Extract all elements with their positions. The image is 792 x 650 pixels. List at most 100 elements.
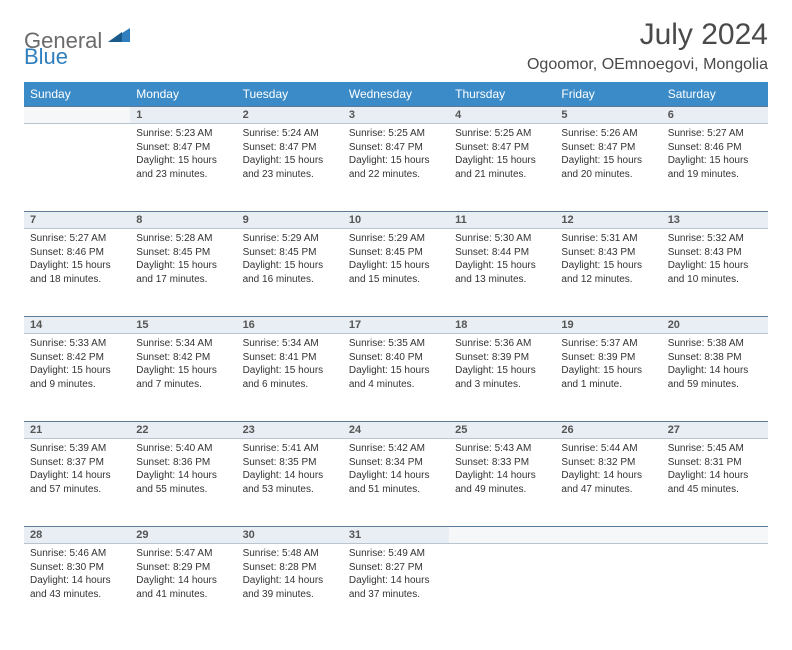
sunset-text: Sunset: 8:28 PM [243,561,337,575]
sunset-text: Sunset: 8:47 PM [455,141,549,155]
day-content-cell: Sunrise: 5:23 AMSunset: 8:47 PMDaylight:… [130,124,236,212]
logo-text-blue: Blue [24,44,68,69]
day-number-cell: 1 [130,107,236,124]
sunrise-text: Sunrise: 5:41 AM [243,442,337,456]
daylight-text: Daylight: 15 hours and 1 minute. [561,364,655,391]
sunrise-text: Sunrise: 5:35 AM [349,337,443,351]
daylight-text: Daylight: 15 hours and 20 minutes. [561,154,655,181]
day-content-cell: Sunrise: 5:34 AMSunset: 8:42 PMDaylight:… [130,334,236,422]
day-number-cell: 20 [662,317,768,334]
day-number-cell: 27 [662,422,768,439]
sunset-text: Sunset: 8:45 PM [136,246,230,260]
day-number-cell: 14 [24,317,130,334]
sunset-text: Sunset: 8:30 PM [30,561,124,575]
weekday-header: Wednesday [343,82,449,107]
sunset-text: Sunset: 8:47 PM [349,141,443,155]
day-content-cell: Sunrise: 5:28 AMSunset: 8:45 PMDaylight:… [130,229,236,317]
day-number-cell: 3 [343,107,449,124]
sunset-text: Sunset: 8:27 PM [349,561,443,575]
day-content-cell: Sunrise: 5:49 AMSunset: 8:27 PMDaylight:… [343,544,449,632]
sunset-text: Sunset: 8:32 PM [561,456,655,470]
daylight-text: Daylight: 14 hours and 57 minutes. [30,469,124,496]
calendar-page: General July 2024 Ogoomor, OEmnoegovi, M… [0,0,792,650]
sunset-text: Sunset: 8:40 PM [349,351,443,365]
day-number-cell: 11 [449,212,555,229]
day-content-cell [555,544,661,632]
sunrise-text: Sunrise: 5:34 AM [136,337,230,351]
day-content-cell: Sunrise: 5:38 AMSunset: 8:38 PMDaylight:… [662,334,768,422]
sunset-text: Sunset: 8:34 PM [349,456,443,470]
sunrise-text: Sunrise: 5:29 AM [243,232,337,246]
day-content-row: Sunrise: 5:46 AMSunset: 8:30 PM Daylight:… [24,544,768,632]
day-number-cell: 30 [237,527,343,544]
sunrise-text: Sunrise: 5:42 AM [349,442,443,456]
sunrise-text: Sunrise: 5:31 AM [561,232,655,246]
day-number-cell [555,527,661,544]
sunrise-text: Sunrise: 5:27 AM [30,232,124,246]
sunrise-text: Sunrise: 5:39 AM [30,442,124,456]
day-content-cell: Sunrise: 5:26 AMSunset: 8:47 PMDaylight:… [555,124,661,212]
day-number-cell: 10 [343,212,449,229]
sunset-text: Sunset: 8:39 PM [561,351,655,365]
day-content-cell: Sunrise: 5:35 AMSunset: 8:40 PMDaylight:… [343,334,449,422]
sunset-text: Sunset: 8:47 PM [136,141,230,155]
daylight-text: Daylight: 14 hours and 47 minutes. [561,469,655,496]
sunrise-text: Sunrise: 5:24 AM [243,127,337,141]
sunrise-text: Sunrise: 5:49 AM [349,547,443,561]
weekday-header: Sunday [24,82,130,107]
sunrise-text: Sunrise: 5:47 AM [136,547,230,561]
day-number-cell: 5 [555,107,661,124]
day-content-cell: Sunrise: 5:34 AMSunset: 8:41 PMDaylight:… [237,334,343,422]
logo-blue-row: Blue [24,44,68,70]
day-number-cell: 6 [662,107,768,124]
day-number-cell: 23 [237,422,343,439]
day-number-cell [24,107,130,124]
daylight-text: Daylight: 15 hours and 19 minutes. [668,154,762,181]
day-content-row: Sunrise: 5:27 AMSunset: 8:46 PM Daylight:… [24,229,768,317]
day-content-cell: Sunrise: 5:37 AMSunset: 8:39 PMDaylight:… [555,334,661,422]
day-content-cell: Sunrise: 5:29 AMSunset: 8:45 PMDaylight:… [237,229,343,317]
title-block: July 2024 Ogoomor, OEmnoegovi, Mongolia [527,18,768,74]
sunset-text: Sunset: 8:38 PM [668,351,762,365]
day-number-cell: 29 [130,527,236,544]
day-number-cell: 7 [24,212,130,229]
sunrise-text: Sunrise: 5:27 AM [668,127,762,141]
day-content-row: Sunrise: 5:39 AMSunset: 8:37 PMDaylight:… [24,439,768,527]
sunrise-text: Sunrise: 5:36 AM [455,337,549,351]
day-number-cell: 12 [555,212,661,229]
daylight-text: Daylight: 15 hours and 7 minutes. [136,364,230,391]
daylight-text: Daylight: 14 hours and 45 minutes. [668,469,762,496]
daylight-text: Daylight: 14 hours and 37 minutes. [349,574,443,601]
sunrise-text: Sunrise: 5:38 AM [668,337,762,351]
daylight-text: Daylight: 14 hours and 55 minutes. [136,469,230,496]
day-content-cell: Sunrise: 5:47 AMSunset: 8:29 PMDaylight:… [130,544,236,632]
day-number-cell: 31 [343,527,449,544]
day-content-cell: Sunrise: 5:25 AMSunset: 8:47 PMDaylight:… [343,124,449,212]
logo-triangle-icon [108,26,130,47]
sunrise-text: Sunrise: 5:29 AM [349,232,443,246]
daylight-text: Daylight: 15 hours and 13 minutes. [455,259,549,286]
sunrise-text: Sunrise: 5:30 AM [455,232,549,246]
daylight-text: Daylight: 15 hours and 12 minutes. [561,259,655,286]
daylight-text: Daylight: 14 hours and 51 minutes. [349,469,443,496]
day-content-cell [449,544,555,632]
day-content-row: Sunrise: 5:23 AMSunset: 8:47 PMDaylight:… [24,124,768,212]
sunset-text: Sunset: 8:46 PM [668,141,762,155]
sunrise-text: Sunrise: 5:45 AM [668,442,762,456]
daylight-text: Daylight: 14 hours and 59 minutes. [668,364,762,391]
day-content-cell: Sunrise: 5:40 AMSunset: 8:36 PMDaylight:… [130,439,236,527]
weekday-header-row: Sunday Monday Tuesday Wednesday Thursday… [24,82,768,107]
sunset-text: Sunset: 8:29 PM [136,561,230,575]
sunset-text: Sunset: 8:37 PM [30,456,124,470]
day-number-cell: 19 [555,317,661,334]
sunrise-text: Sunrise: 5:46 AM [30,547,124,561]
header: General July 2024 Ogoomor, OEmnoegovi, M… [24,18,768,74]
day-number-cell: 22 [130,422,236,439]
calendar-table: Sunday Monday Tuesday Wednesday Thursday… [24,82,768,632]
sunset-text: Sunset: 8:43 PM [668,246,762,260]
day-number-cell: 24 [343,422,449,439]
sunrise-text: Sunrise: 5:44 AM [561,442,655,456]
sunset-text: Sunset: 8:46 PM [30,246,124,260]
sunset-text: Sunset: 8:33 PM [455,456,549,470]
day-content-cell: Sunrise: 5:36 AMSunset: 8:39 PMDaylight:… [449,334,555,422]
